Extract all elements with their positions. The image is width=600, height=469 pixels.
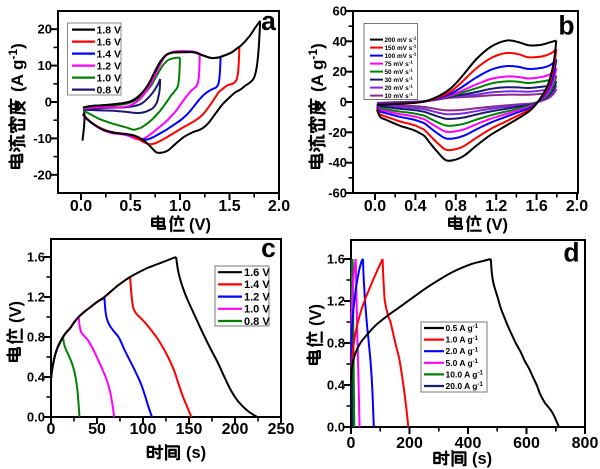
svg-text:(s): (s) bbox=[186, 444, 206, 462]
svg-text:b: b bbox=[558, 11, 574, 41]
svg-text:0.0: 0.0 bbox=[27, 410, 45, 425]
svg-text:(V): (V) bbox=[307, 304, 325, 326]
svg-text:2.0: 2.0 bbox=[566, 198, 588, 215]
svg-text:400: 400 bbox=[455, 435, 482, 452]
svg-text:200: 200 bbox=[396, 435, 423, 452]
svg-text:1.6: 1.6 bbox=[327, 252, 345, 267]
svg-text:1.0 V: 1.0 V bbox=[244, 304, 270, 316]
svg-text:2.0: 2.0 bbox=[268, 198, 290, 215]
svg-text:20: 20 bbox=[333, 64, 347, 79]
svg-text:10 mV s-1: 10 mV s-1 bbox=[385, 92, 414, 100]
svg-text:-20: -20 bbox=[328, 125, 347, 140]
svg-text:1.6 V: 1.6 V bbox=[244, 267, 270, 279]
svg-text:-20: -20 bbox=[33, 167, 52, 182]
svg-text:100: 100 bbox=[130, 421, 157, 438]
svg-text:0: 0 bbox=[45, 95, 52, 110]
svg-text:1.0: 1.0 bbox=[169, 198, 191, 215]
svg-text:1.6: 1.6 bbox=[525, 198, 547, 215]
svg-text:20.0 A g-1: 20.0 A g-1 bbox=[446, 381, 484, 391]
svg-text:0.8: 0.8 bbox=[445, 198, 467, 215]
svg-text:1.5: 1.5 bbox=[218, 198, 240, 215]
svg-text:1.4 V: 1.4 V bbox=[97, 48, 122, 60]
svg-text:1.2: 1.2 bbox=[27, 290, 45, 305]
svg-text:-60: -60 bbox=[328, 186, 347, 201]
svg-text:(V): (V) bbox=[189, 216, 211, 234]
svg-text:800: 800 bbox=[572, 435, 599, 452]
svg-text:1.2: 1.2 bbox=[485, 198, 507, 215]
svg-text:0.5 A g-1: 0.5 A g-1 bbox=[446, 323, 479, 333]
svg-text:0.0: 0.0 bbox=[327, 420, 345, 435]
svg-text:20 mV s-1: 20 mV s-1 bbox=[385, 84, 414, 92]
svg-text:150 mV s-1: 150 mV s-1 bbox=[385, 44, 417, 52]
svg-text:0.8 V: 0.8 V bbox=[244, 316, 270, 328]
svg-text:1.2: 1.2 bbox=[327, 294, 345, 309]
svg-text:60: 60 bbox=[333, 4, 347, 19]
svg-text:0: 0 bbox=[340, 95, 347, 110]
svg-text:30 mV s-1: 30 mV s-1 bbox=[385, 76, 414, 84]
svg-text:200: 200 bbox=[222, 421, 249, 438]
svg-text:20: 20 bbox=[38, 22, 52, 37]
svg-text:1.2 V: 1.2 V bbox=[244, 291, 270, 303]
svg-text:0: 0 bbox=[347, 435, 356, 452]
svg-text:1.0 V: 1.0 V bbox=[97, 72, 122, 84]
svg-text:150: 150 bbox=[176, 421, 203, 438]
svg-text:0.8: 0.8 bbox=[327, 336, 345, 351]
svg-text:0.4: 0.4 bbox=[327, 378, 346, 393]
svg-text:1.4 V: 1.4 V bbox=[244, 279, 270, 291]
svg-text:40: 40 bbox=[333, 34, 347, 49]
svg-text:0.5: 0.5 bbox=[119, 198, 141, 215]
svg-text:100 mV s-1: 100 mV s-1 bbox=[385, 52, 417, 60]
svg-text:50 mV s-1: 50 mV s-1 bbox=[385, 68, 414, 76]
svg-text:(s): (s) bbox=[472, 450, 492, 468]
svg-text:0.0: 0.0 bbox=[364, 198, 386, 215]
svg-text:1.6 V: 1.6 V bbox=[97, 36, 122, 48]
svg-text:1.0 A g-1: 1.0 A g-1 bbox=[446, 335, 479, 345]
svg-text:600: 600 bbox=[513, 435, 540, 452]
svg-text:5.0 A g-1: 5.0 A g-1 bbox=[446, 358, 479, 368]
svg-text:c: c bbox=[261, 233, 276, 263]
svg-text:10.0 A g-1: 10.0 A g-1 bbox=[446, 369, 484, 379]
svg-text:a: a bbox=[261, 6, 276, 36]
svg-text:10: 10 bbox=[38, 58, 52, 73]
svg-text:0: 0 bbox=[47, 421, 56, 438]
svg-text:200 mV s-1: 200 mV s-1 bbox=[385, 36, 417, 44]
svg-text:(V): (V) bbox=[7, 301, 25, 323]
svg-text:(V): (V) bbox=[486, 216, 508, 234]
svg-text:2.0 A g-1: 2.0 A g-1 bbox=[446, 346, 479, 356]
svg-text:-40: -40 bbox=[328, 155, 347, 170]
svg-text:1.6: 1.6 bbox=[27, 250, 45, 265]
svg-text:50: 50 bbox=[88, 421, 106, 438]
svg-text:75 mV s-1: 75 mV s-1 bbox=[385, 60, 414, 68]
svg-text:0.8: 0.8 bbox=[27, 330, 45, 345]
svg-text:1.8 V: 1.8 V bbox=[97, 24, 122, 36]
svg-text:250: 250 bbox=[268, 421, 295, 438]
svg-text:0.4: 0.4 bbox=[404, 198, 426, 215]
svg-text:0.8 V: 0.8 V bbox=[97, 84, 122, 96]
svg-text:1.2 V: 1.2 V bbox=[97, 60, 122, 72]
svg-text:0.0: 0.0 bbox=[70, 198, 92, 215]
svg-text:0.4: 0.4 bbox=[27, 370, 46, 385]
svg-text:-10: -10 bbox=[33, 131, 52, 146]
svg-text:d: d bbox=[563, 238, 579, 268]
